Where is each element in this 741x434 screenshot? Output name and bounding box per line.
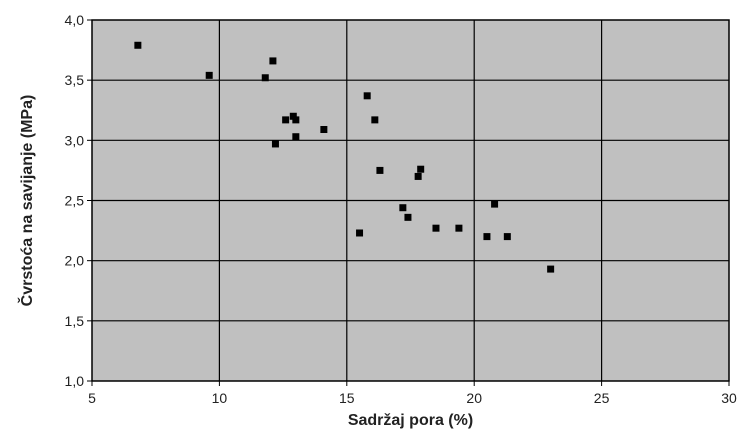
- x-tick-label: 5: [88, 390, 96, 406]
- data-point: [292, 116, 300, 124]
- data-point: [455, 224, 463, 232]
- y-tick-label: 1,0: [65, 373, 85, 389]
- data-point: [292, 133, 300, 141]
- y-tick-label: 2,5: [65, 193, 85, 209]
- data-point: [547, 265, 555, 273]
- x-axis-ticks: 5 10 15 20 25 30: [88, 381, 737, 406]
- data-point: [483, 233, 491, 241]
- data-point: [356, 229, 364, 237]
- data-point: [261, 74, 269, 82]
- x-tick-label: 30: [721, 390, 737, 406]
- data-point: [414, 172, 422, 180]
- data-point: [371, 116, 379, 124]
- x-tick-label: 25: [594, 390, 610, 406]
- data-point: [320, 126, 328, 134]
- grid-lines: [92, 20, 729, 381]
- data-point: [134, 41, 142, 49]
- y-tick-label: 1,5: [65, 313, 85, 329]
- y-tick-label: 3,0: [65, 132, 85, 148]
- y-axis-ticks: 1,0 1,5 2,0 2,5 3,0 3,5 4,0: [65, 12, 92, 389]
- data-point: [363, 92, 371, 100]
- data-point: [503, 233, 511, 241]
- x-tick-label: 15: [339, 390, 355, 406]
- data-point: [205, 71, 213, 79]
- y-tick-label: 3,5: [65, 72, 85, 88]
- data-point: [399, 204, 407, 212]
- data-point: [404, 213, 412, 221]
- data-point: [432, 224, 440, 232]
- data-points: [134, 41, 555, 273]
- data-point: [271, 140, 279, 148]
- data-point: [417, 165, 425, 173]
- x-tick-label: 20: [466, 390, 482, 406]
- data-point: [269, 57, 277, 65]
- y-axis-title: Čvrstoća na savijanje (MPa): [17, 95, 36, 307]
- data-point: [282, 116, 290, 124]
- data-point: [289, 112, 297, 120]
- y-tick-label: 2,0: [65, 253, 85, 269]
- data-point: [491, 200, 499, 208]
- y-tick-label: 4,0: [65, 12, 85, 28]
- x-tick-label: 10: [212, 390, 228, 406]
- x-axis-title: Sadržaj pora (%): [348, 412, 473, 429]
- data-point: [376, 166, 384, 174]
